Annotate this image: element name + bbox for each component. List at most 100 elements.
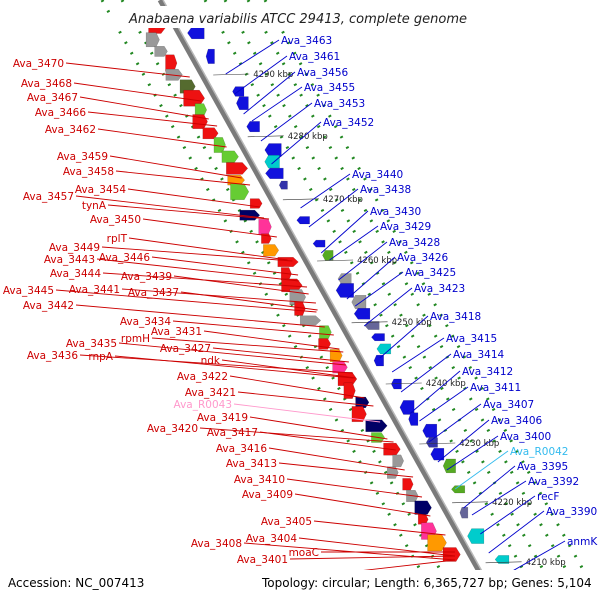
leader-line bbox=[128, 237, 288, 261]
gene-label-Ava_3431: Ava_3431 bbox=[151, 326, 202, 338]
leader-line bbox=[249, 416, 388, 440]
gene-label-Ava_3427: Ava_3427 bbox=[160, 343, 211, 355]
gene-label-Ava_3409: Ava_3409 bbox=[242, 489, 293, 501]
reverse-gene-12 bbox=[265, 167, 284, 179]
reverse-gene-28 bbox=[373, 354, 384, 367]
leader-line bbox=[419, 386, 469, 422]
leader-line bbox=[172, 320, 334, 336]
forward-gene-24 bbox=[294, 301, 306, 316]
reverse-gene-16 bbox=[296, 216, 310, 225]
gene-label-Ava_3445: Ava_3445 bbox=[3, 285, 54, 297]
leader-line bbox=[212, 347, 349, 363]
leader-line bbox=[203, 330, 340, 350]
scale-label: 4210 kbp bbox=[526, 558, 566, 568]
gene-label-rplT: rplT bbox=[107, 233, 128, 245]
leader-line bbox=[229, 375, 365, 399]
forward-gene-6 bbox=[183, 89, 205, 107]
gene-label-Ava_3429: Ava_3429 bbox=[380, 221, 431, 233]
gene-label-Ava_3459: Ava_3459 bbox=[57, 151, 108, 163]
leader-line bbox=[79, 96, 209, 120]
gene-label-rpmH: rpmH bbox=[121, 333, 150, 345]
gene-label-Ava_3454: Ava_3454 bbox=[75, 184, 127, 196]
leader-line bbox=[243, 71, 296, 115]
gene-label-Ava_3440: Ava_3440 bbox=[352, 169, 403, 181]
gene-label-Ava_3413: Ava_3413 bbox=[226, 458, 277, 470]
leader-line bbox=[471, 480, 527, 516]
reverse-gene-8 bbox=[246, 121, 260, 133]
forward-gene-30 bbox=[337, 372, 358, 386]
scale-label: 4240 kbp bbox=[426, 379, 466, 389]
forward-gene-34 bbox=[365, 419, 388, 432]
leader-line bbox=[260, 102, 313, 142]
gene-label-Ava_3419: Ava_3419 bbox=[197, 412, 248, 424]
gene-label-Ava_3434: Ava_3434 bbox=[120, 316, 172, 328]
gene-label-Ava_3449: Ava_3449 bbox=[49, 242, 100, 254]
gene-label-Ava_3438: Ava_3438 bbox=[360, 184, 411, 196]
scale-tick bbox=[351, 321, 388, 324]
scale-label: 4260 kbp bbox=[357, 256, 397, 266]
reverse-gene-18 bbox=[312, 239, 326, 248]
forward-gene-10 bbox=[213, 137, 226, 153]
leader-line bbox=[286, 478, 423, 498]
leader-line bbox=[379, 315, 429, 359]
leader-line bbox=[142, 218, 277, 238]
gene-label-Ava_3414: Ava_3414 bbox=[453, 349, 505, 361]
leader-line bbox=[391, 337, 445, 373]
leader-line bbox=[308, 188, 359, 228]
map-title: Anabaena variabilis ATCC 29413, complete… bbox=[128, 12, 467, 27]
leader-line bbox=[237, 391, 374, 407]
reverse-gene-6 bbox=[236, 96, 249, 110]
leader-line bbox=[428, 403, 482, 443]
gene-label-Ava_3428: Ava_3428 bbox=[389, 237, 440, 249]
reverse-gene-37 bbox=[442, 458, 456, 474]
leader-line bbox=[221, 359, 356, 379]
title-background bbox=[110, 6, 490, 28]
gene-label-Ava_3452: Ava_3452 bbox=[323, 117, 374, 129]
gene-label-Ava_3405: Ava_3405 bbox=[261, 516, 312, 528]
reverse-gene-43 bbox=[467, 528, 485, 544]
leader-line bbox=[115, 170, 251, 186]
scale-tick bbox=[247, 135, 284, 138]
leader-line bbox=[320, 210, 369, 254]
gene-label-anmK: anmK bbox=[567, 536, 598, 548]
forward-gene-7 bbox=[194, 103, 207, 117]
gene-label-recF: recF bbox=[537, 491, 559, 503]
genome-backbone bbox=[157, 0, 499, 600]
gene-label-Ava_3421: Ava_3421 bbox=[185, 387, 236, 399]
leader-line bbox=[118, 342, 347, 366]
gene-label-Ava_3423: Ava_3423 bbox=[414, 283, 465, 295]
gene-label-Ava_3467: Ava_3467 bbox=[27, 92, 78, 104]
leader-line bbox=[121, 288, 316, 304]
gene-label-Ava_3406: Ava_3406 bbox=[491, 415, 543, 427]
leader-line bbox=[505, 540, 566, 576]
gene-label-Ava_3461: Ava_3461 bbox=[289, 51, 340, 63]
forward-gene-19 bbox=[263, 244, 280, 257]
scale-label: 4280 kbp bbox=[288, 132, 328, 142]
gene-label-Ava_3401: Ava_3401 bbox=[237, 554, 288, 566]
leader-line bbox=[410, 370, 461, 414]
scale-label: 4250 kbp bbox=[392, 318, 432, 328]
gene-label-Ava_3395: Ava_3395 bbox=[517, 461, 568, 473]
gene-label-Ava_3412: Ava_3412 bbox=[462, 366, 513, 378]
topology-text: Topology: circular; Length: 6,365,727 bp… bbox=[261, 576, 592, 590]
leader-line bbox=[101, 246, 293, 262]
leader-line bbox=[294, 493, 431, 517]
leader-line bbox=[234, 55, 288, 95]
gene-label-Ava_3442: Ava_3442 bbox=[23, 300, 74, 312]
reverse-gene-13 bbox=[278, 180, 288, 190]
gene-label-Ava_3416: Ava_3416 bbox=[216, 443, 268, 455]
leader-line bbox=[400, 353, 452, 393]
forward-gene-41 bbox=[414, 500, 432, 515]
leader-line bbox=[109, 155, 242, 179]
gene-label-Ava_3456: Ava_3456 bbox=[297, 67, 349, 79]
leader-line bbox=[97, 128, 227, 148]
gene-label-Ava_3392: Ava_3392 bbox=[528, 476, 579, 488]
leader-line bbox=[151, 256, 299, 276]
gene-label-Ava_3422: Ava_3422 bbox=[177, 371, 228, 383]
scale-label: 4230 kbp bbox=[459, 439, 499, 449]
backbone-highlight bbox=[162, 0, 499, 600]
gene-label-Ava_3420: Ava_3420 bbox=[147, 423, 198, 435]
leader-line bbox=[243, 542, 455, 561]
forward-gene-39 bbox=[402, 478, 414, 491]
gene-label-Ava_3418: Ava_3418 bbox=[430, 311, 481, 323]
